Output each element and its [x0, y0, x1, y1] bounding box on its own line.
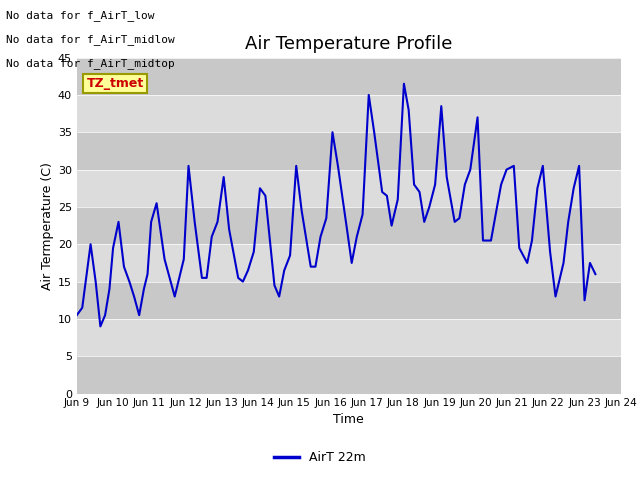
Bar [77, 282, 621, 319]
Bar [77, 95, 621, 132]
Y-axis label: Air Termperature (C): Air Termperature (C) [41, 162, 54, 289]
Text: No data for f_AirT_midlow: No data for f_AirT_midlow [6, 34, 175, 45]
Bar [77, 356, 621, 394]
Title: Air Temperature Profile: Air Temperature Profile [245, 35, 452, 53]
Bar [77, 169, 621, 207]
Text: No data for f_AirT_low: No data for f_AirT_low [6, 10, 155, 21]
X-axis label: Time: Time [333, 413, 364, 426]
Bar [77, 319, 621, 356]
Bar [77, 132, 621, 169]
Bar [77, 58, 621, 95]
Bar [77, 207, 621, 244]
Text: TZ_tmet: TZ_tmet [86, 77, 143, 90]
Bar [77, 244, 621, 282]
Text: No data for f_AirT_midtop: No data for f_AirT_midtop [6, 58, 175, 69]
Legend: AirT 22m: AirT 22m [269, 446, 371, 469]
